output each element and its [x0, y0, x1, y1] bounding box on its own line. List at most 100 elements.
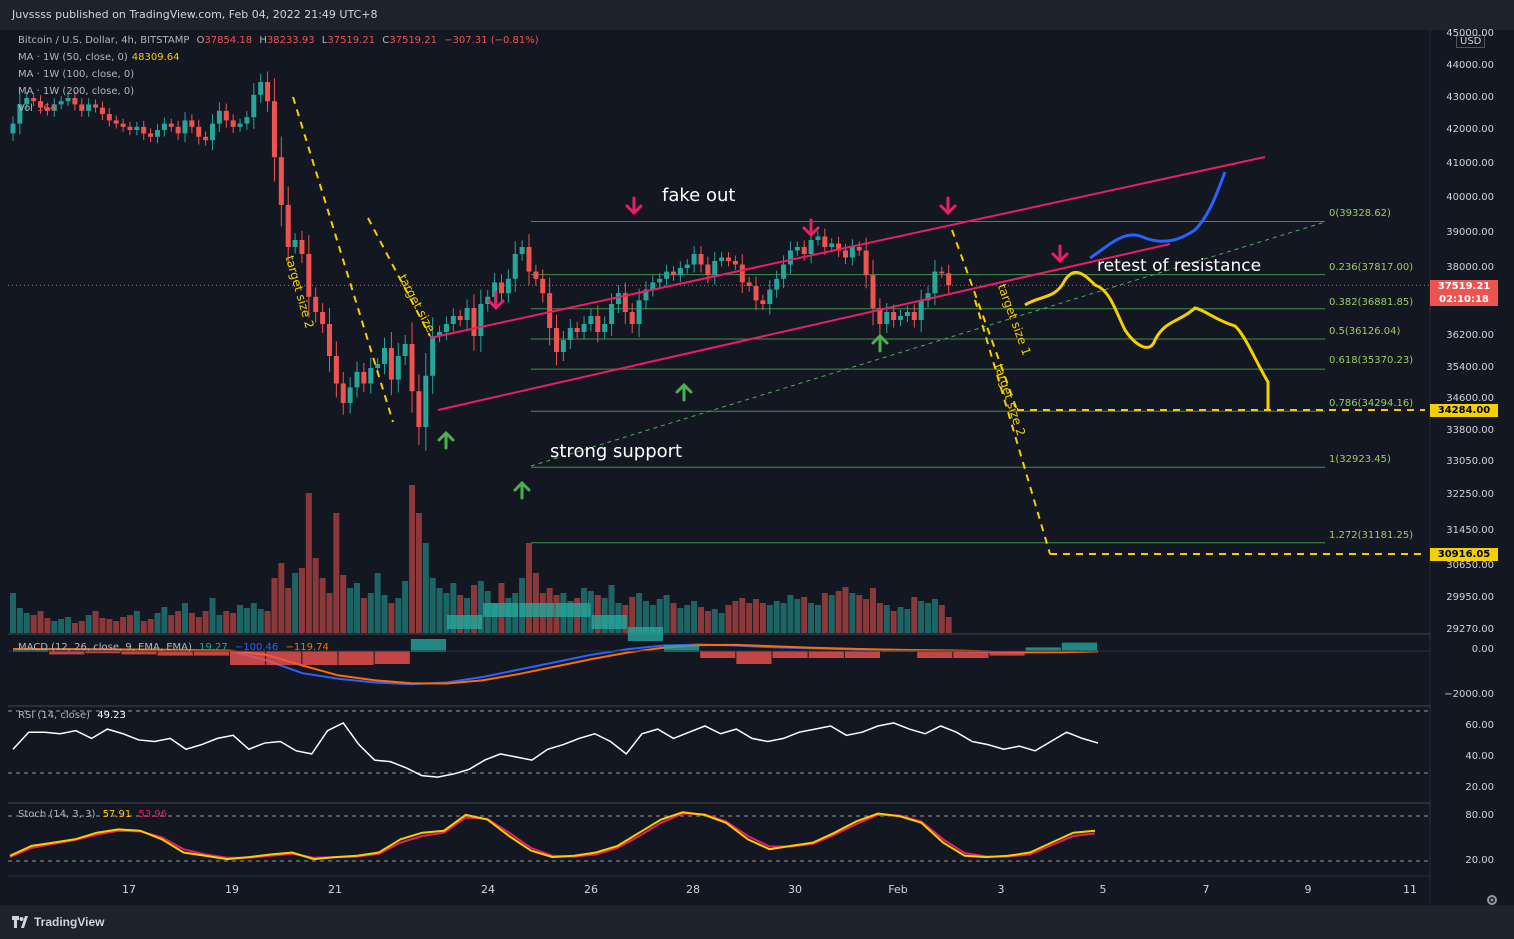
- volume-bar: [587, 591, 594, 633]
- rsi-axis-60: 60.00: [1465, 720, 1494, 731]
- chart-svg[interactable]: [0, 0, 1514, 905]
- candle-body: [643, 289, 649, 301]
- volume-bar: [209, 598, 216, 633]
- macd-histogram-bar: [338, 651, 374, 665]
- candle-body: [416, 391, 422, 427]
- volume-bar: [285, 588, 292, 633]
- volume-bar: [154, 613, 161, 633]
- candle-body: [726, 257, 732, 261]
- candle-body: [547, 293, 553, 328]
- candle-body: [526, 247, 532, 272]
- x-label-30: 30: [788, 883, 802, 896]
- candle-body: [471, 308, 477, 336]
- volume-bar: [849, 593, 856, 633]
- fib-label-05: 0.5(36126.04): [1329, 326, 1401, 337]
- volume-bar: [292, 573, 299, 633]
- rsi-legend: RSI (14, close) 49.23: [18, 710, 130, 721]
- channel-lower-line: [437, 243, 1171, 411]
- x-label-3: 3: [997, 883, 1005, 896]
- candle-body: [306, 254, 312, 297]
- volume-bar: [704, 611, 711, 633]
- volume-bar: [526, 543, 532, 633]
- stoch-label: Stoch (14, 3, 3): [18, 809, 96, 820]
- x-label-17: 17: [122, 883, 136, 896]
- candle-body: [739, 264, 745, 283]
- brand-label[interactable]: TradingView: [34, 915, 105, 929]
- tradingview-logo-icon[interactable]: [12, 916, 28, 928]
- candle-body: [891, 312, 897, 320]
- candle-body: [932, 271, 938, 294]
- gear-icon[interactable]: [1486, 894, 1498, 906]
- macd-histogram-bar: [374, 651, 410, 664]
- up-arrow-icon: [513, 480, 531, 500]
- candle-body: [265, 82, 271, 102]
- candle-body: [478, 304, 484, 336]
- rsi-v1: 49.23: [97, 710, 126, 721]
- price-tick-label: 41000.00: [1446, 158, 1494, 169]
- volume-bar: [312, 558, 319, 633]
- high-value: 38233.93: [266, 35, 315, 46]
- volume-bar: [126, 615, 133, 633]
- fib-label-0382: 0.382(36881.85): [1329, 297, 1414, 308]
- volume-bar: [319, 578, 326, 633]
- volume-bar: [237, 605, 244, 633]
- volume-bar: [725, 605, 732, 633]
- candle-body: [925, 293, 931, 301]
- volume-bar: [188, 613, 195, 633]
- candle-body: [657, 278, 663, 283]
- macd-histogram-bar: [410, 639, 446, 652]
- fib-label-1: 1(32923.45): [1329, 454, 1391, 465]
- volume-bar: [182, 603, 188, 633]
- candle-body: [677, 268, 683, 276]
- candle-body: [251, 94, 257, 118]
- volume-bar: [133, 611, 140, 633]
- price-tick-label: 40000.00: [1446, 192, 1494, 203]
- candle-body: [498, 282, 504, 294]
- volume-bar: [897, 607, 904, 633]
- volume-bar: [773, 601, 780, 633]
- candle-body: [395, 356, 401, 380]
- candle-body: [278, 157, 284, 205]
- macd-histogram-bar: [447, 615, 483, 629]
- stoch-k-line: [9, 811, 1096, 861]
- candle-body: [24, 98, 30, 105]
- volume-bar: [409, 485, 416, 633]
- candle-body: [691, 254, 697, 265]
- strong-support-label: strong support: [550, 441, 683, 462]
- top-bar: Juvssss published on TradingView.com, Fe…: [0, 0, 1514, 30]
- down-arrow-icon: [802, 218, 820, 238]
- volume-bar: [759, 603, 766, 633]
- candle-body: [333, 356, 339, 384]
- volume-bar: [863, 599, 870, 633]
- candle-body: [622, 293, 628, 312]
- target-line-left-1: [292, 96, 394, 423]
- price-tick-label: 45000.00: [1446, 28, 1494, 39]
- price-tick-label: 30650.00: [1446, 560, 1494, 571]
- volume-bar: [367, 593, 374, 633]
- high-label: H: [259, 35, 267, 46]
- x-label-24: 24: [481, 883, 495, 896]
- candle-body: [588, 316, 594, 324]
- volume-bar: [113, 621, 120, 633]
- candle-body: [120, 123, 126, 127]
- candle-body: [808, 240, 814, 254]
- stoch-d-line: [9, 812, 1096, 859]
- candle-body: [746, 282, 752, 286]
- volume-bar: [333, 513, 340, 633]
- candle-body: [354, 371, 360, 388]
- down-arrow-icon: [487, 291, 505, 311]
- volume-bar: [856, 595, 863, 633]
- candle-body: [815, 236, 821, 240]
- volume-bar: [828, 595, 835, 633]
- volume-bar: [794, 599, 801, 633]
- price-tick-label: 29950.00: [1446, 592, 1494, 603]
- candle-body: [31, 98, 37, 102]
- macd-v3: −119.74: [285, 642, 329, 653]
- volume-bar: [787, 595, 794, 633]
- currency-badge[interactable]: USD: [1456, 35, 1486, 48]
- up-arrow-icon: [871, 333, 889, 353]
- volume-bar: [876, 603, 883, 633]
- volume-bar: [842, 587, 849, 633]
- candle-body: [457, 316, 463, 320]
- chart-frame[interactable]: [8, 30, 1504, 903]
